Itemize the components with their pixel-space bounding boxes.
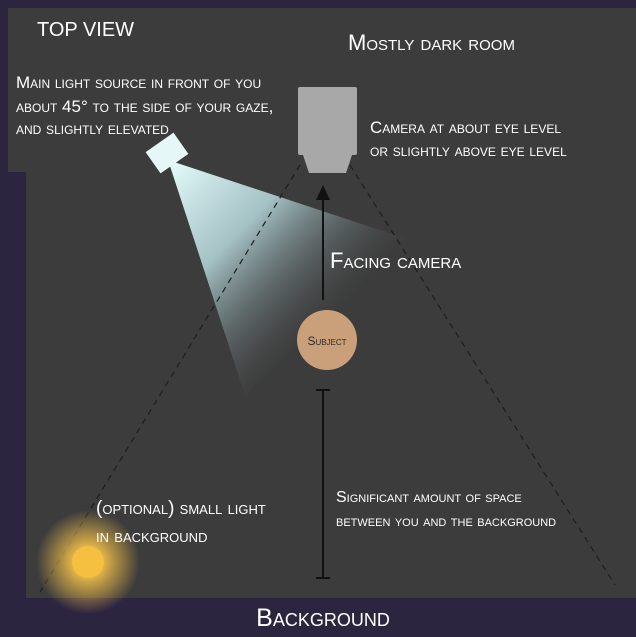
main-light-text: Main light source in front of you [16,73,261,92]
camera-lens [303,155,352,173]
main-light-text: and slightly elevated [16,119,169,138]
space-text: Significant amount of space [336,489,522,506]
view-line [349,164,616,586]
small-light-text: (optional) small light [96,498,266,519]
title: TOP VIEW [37,19,134,41]
subject-text: Subject [307,334,346,348]
camera-text: or slightly above eye level [370,141,567,160]
small-light [72,546,104,578]
arrow-head [316,185,330,200]
subject [297,310,357,370]
light-cone [168,160,410,395]
main-light-text: about 45° to the side of your gaze, [16,97,273,116]
room-label: Mostly dark room [348,30,515,55]
main-light [145,132,189,174]
camera-text: Camera at about eye level [370,118,561,137]
camera-body [298,87,357,155]
facing-text: Facing camera [330,248,461,273]
space-text: between you and the background [336,513,556,530]
background-label: Background [256,604,390,632]
small-light-text: in background [96,526,207,547]
